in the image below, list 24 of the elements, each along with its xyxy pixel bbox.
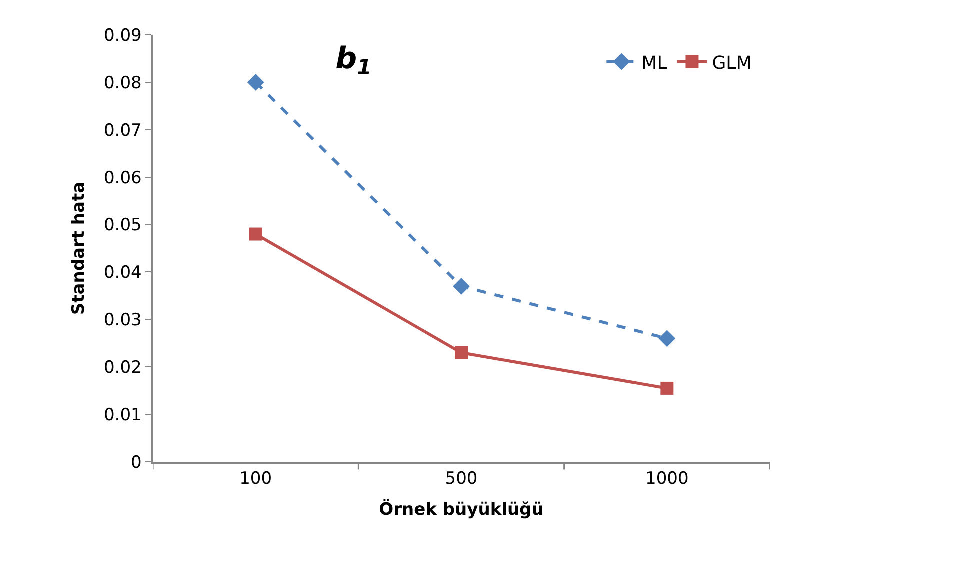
y-tick-label: 0.04	[104, 263, 142, 284]
y-tick-label: 0.06	[104, 168, 142, 188]
y-tick-label: 0.05	[104, 216, 142, 236]
chart-title: b$_{1}$	[336, 41, 372, 80]
point	[658, 330, 676, 348]
point	[660, 382, 674, 395]
legend-label: GLM	[712, 52, 752, 74]
y-tick-label: 0.09	[104, 26, 142, 46]
x-tick-label: 500	[445, 469, 478, 490]
y-tick-label: 0.03	[104, 310, 142, 331]
y-tick-label: 0.02	[104, 358, 142, 378]
point	[247, 74, 264, 91]
y-tick-label: 0.07	[104, 120, 142, 141]
y-tick-label: 0	[131, 452, 142, 473]
x-tick-label: 1000	[646, 469, 689, 490]
y-tick-label: 0.08	[104, 73, 142, 94]
x-axis-title: Örnek büyüklüğü	[379, 499, 544, 520]
point	[455, 346, 468, 360]
legend-label: ML	[642, 52, 668, 74]
point	[249, 228, 262, 241]
point	[453, 278, 470, 295]
y-tick-label: 0.01	[104, 406, 142, 426]
x-tick-label: 100	[240, 469, 272, 490]
y-axis-title: Standart hata	[69, 182, 90, 316]
